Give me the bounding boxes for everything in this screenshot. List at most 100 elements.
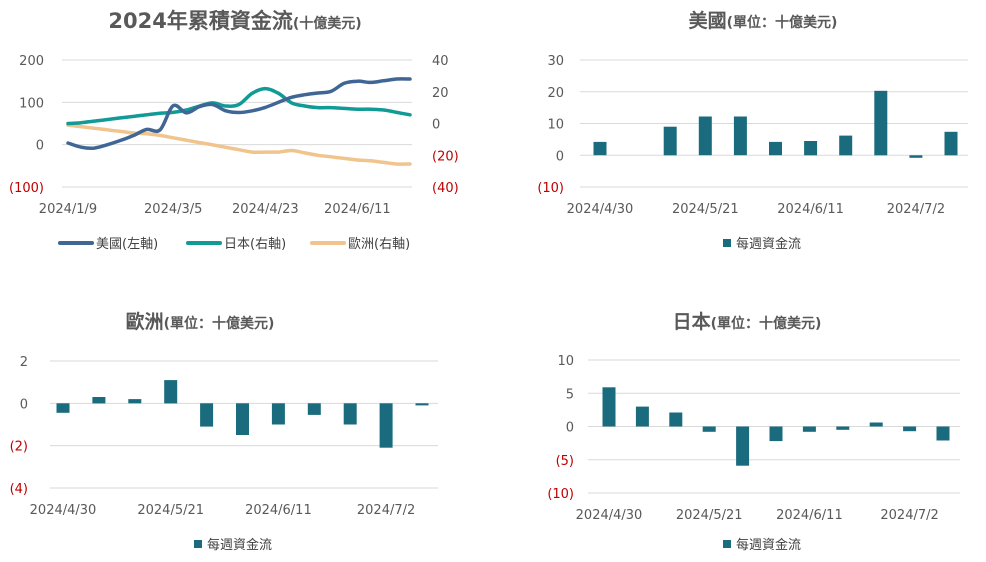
x-tick-label: 2024/5/21 [676,508,743,523]
us-weekly-flow-chart: 美國(單位：十億美元) 30 20 10 0 (10)2024/4/30 2024/5/21… [537,9,968,252]
bar [936,426,950,441]
chart-title: 美國(單位：十億美元) [689,9,838,32]
x-tick-label: 2024/5/21 [672,202,739,217]
y-tick-label: 0 [20,397,28,412]
x-tick-label: 2024/6/11 [776,508,843,523]
bar [343,403,357,425]
y-right-tick-label: (20) [432,149,459,164]
title-unit-text: (單位：十億美元) [711,315,822,332]
y-tick-label: 10 [557,354,574,369]
legend-label: 日本(右軸) [224,237,286,252]
x-tick-label: 2024/4/23 [232,202,299,217]
y-tick-label: (2) [10,440,28,455]
legend-label: 每週資金流 [207,537,272,553]
bar [128,399,142,404]
y-tick-label: 20 [547,86,564,101]
bar [593,141,607,156]
bar [804,141,818,156]
chart-title: 歐洲(單位：十億美元) [126,310,275,333]
y-left-tick-label: 0 [36,139,44,154]
bar [702,426,716,432]
x-tick-label: 2024/4/30 [567,202,634,217]
x-tick-label: 2024/7/2 [357,503,415,518]
y-tick-label: (10) [537,181,564,196]
legend: 每週資金流 [723,537,801,553]
legend-japan: 日本(右軸) [186,237,286,252]
y-tick-label: 0 [566,421,574,436]
bar [769,426,783,442]
chart-title: 日本(單位：十億美元) [673,310,822,333]
bar [415,403,429,406]
europe-series-line [66,123,412,166]
japan-weekly-flow-chart: 日本(單位：十億美元) 10 5 0 (5) (10)2024/4/30 2024/5/21… [547,310,960,553]
bar [602,387,616,427]
bar [769,141,782,156]
x-tick-label: 2024/6/11 [245,503,312,518]
legend-us: 美國(左軸) [58,237,158,252]
x-tick-label: 2024/4/30 [30,503,97,518]
bar [869,422,883,427]
x-tick-label: 2024/7/2 [880,508,938,523]
bar [379,403,393,448]
bar [663,126,677,156]
bar [802,426,816,432]
bar [164,380,178,404]
legend-label: 每週資金流 [736,236,801,252]
legend: 每週資金流 [723,236,801,252]
europe-weekly-flow-chart: 歐洲(單位：十億美元) 2 0 (2) (4)2024/4/30 2024/5/21 202… [10,310,438,553]
x-tick-label: 2024/3/5 [144,202,202,217]
x-tick-label: 2024/4/30 [576,508,643,523]
y-tick-label: 5 [566,387,574,402]
bar [635,406,649,427]
title-main-text: 日本 [673,310,711,333]
y-tick-label: 2 [20,355,28,370]
japan-series-line [66,86,412,126]
title-main-text: 歐洲 [126,310,164,333]
y-left-tick-label: 200 [19,54,44,69]
bar [909,155,923,158]
legend-label: 美國(左軸) [96,237,158,252]
x-tick-label: 2024/6/11 [324,202,391,217]
legend: 每週資金流 [194,537,272,553]
bar [56,403,70,413]
legend-label: 每週資金流 [736,537,801,553]
x-tick-label: 2024/6/11 [777,202,844,217]
y-tick-label: (10) [547,487,574,502]
x-tick-label: 2024/7/2 [887,202,945,217]
bar [736,426,750,466]
bar [698,116,712,156]
legend-swatch [723,239,731,247]
bar [236,403,249,435]
y-left-tick-label: (100) [9,181,44,196]
bar [836,426,850,430]
title-unit-text: (十億美元) [293,15,362,32]
bar [200,403,214,427]
legend-swatch [723,540,731,548]
bar [733,116,747,156]
y-right-tick-label: 40 [432,54,449,69]
y-tick-label: 10 [547,118,564,133]
title-main-text: 2024年累積資金流 [108,9,292,33]
y-left-tick-label: 100 [19,96,44,111]
bar [92,397,106,404]
bar [944,131,958,156]
legend-swatch [194,540,202,548]
bar [874,90,888,156]
bar [307,403,321,415]
us-series-line [66,77,412,151]
x-tick-label: 2024/5/21 [137,503,204,518]
legend-label: 歐洲(右軸) [348,237,410,252]
x-tick-label: 2024/1/9 [39,202,97,217]
y-tick-label: 0 [556,149,564,164]
title-main-text: 美國 [689,9,727,32]
title-unit-text: (單位：十億美元) [164,315,275,332]
chart-title: 2024年累積資金流(十億美元) [108,9,361,33]
bar [271,403,285,425]
y-tick-label: 30 [547,54,564,69]
legend-europe: 歐洲(右軸) [310,237,410,252]
y-right-tick-label: 0 [432,118,440,133]
bar [903,426,917,432]
bar [839,135,853,156]
